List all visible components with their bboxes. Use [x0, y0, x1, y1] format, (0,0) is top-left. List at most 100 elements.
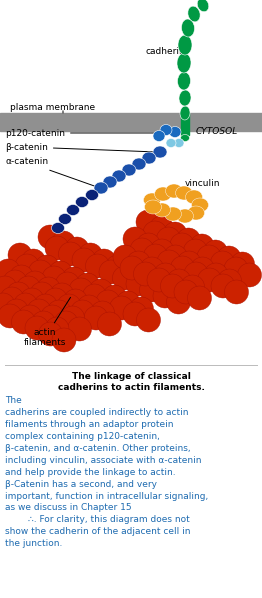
Circle shape	[110, 296, 134, 320]
Circle shape	[129, 297, 154, 321]
Circle shape	[20, 288, 44, 312]
Circle shape	[198, 268, 221, 292]
Circle shape	[83, 284, 106, 308]
Ellipse shape	[144, 193, 161, 207]
Circle shape	[61, 306, 85, 330]
Ellipse shape	[177, 53, 191, 73]
Circle shape	[133, 267, 156, 291]
Circle shape	[35, 255, 59, 279]
Circle shape	[161, 274, 184, 298]
Ellipse shape	[182, 19, 194, 37]
Text: α-catenin: α-catenin	[5, 157, 97, 187]
Ellipse shape	[174, 139, 184, 148]
Text: The linkage of classical
cadherins to actin filaments.: The linkage of classical cadherins to ac…	[58, 372, 204, 392]
Ellipse shape	[145, 200, 161, 214]
Circle shape	[50, 283, 74, 307]
Ellipse shape	[155, 187, 172, 201]
Circle shape	[163, 245, 188, 269]
Circle shape	[231, 252, 254, 276]
Ellipse shape	[85, 190, 99, 200]
Circle shape	[34, 294, 57, 318]
Circle shape	[45, 317, 69, 341]
Circle shape	[15, 254, 39, 278]
Ellipse shape	[192, 198, 209, 212]
Ellipse shape	[197, 0, 209, 12]
Circle shape	[150, 216, 173, 240]
Circle shape	[25, 316, 49, 340]
Circle shape	[0, 287, 24, 311]
Circle shape	[72, 248, 96, 272]
Circle shape	[97, 312, 122, 336]
Circle shape	[127, 251, 150, 275]
Ellipse shape	[122, 164, 136, 176]
Circle shape	[181, 275, 205, 299]
Circle shape	[8, 243, 32, 267]
Circle shape	[43, 288, 68, 312]
Circle shape	[153, 284, 177, 308]
Circle shape	[126, 272, 150, 296]
Circle shape	[143, 221, 167, 245]
Circle shape	[54, 311, 78, 335]
Ellipse shape	[166, 139, 176, 148]
Circle shape	[56, 272, 79, 296]
Circle shape	[217, 246, 241, 270]
Circle shape	[119, 261, 143, 285]
Circle shape	[7, 282, 30, 306]
Circle shape	[23, 271, 47, 295]
Circle shape	[157, 250, 181, 274]
Circle shape	[29, 260, 52, 284]
Circle shape	[38, 225, 62, 249]
Circle shape	[224, 257, 248, 281]
Circle shape	[102, 285, 127, 309]
Circle shape	[237, 263, 261, 287]
Circle shape	[17, 276, 41, 300]
Ellipse shape	[177, 72, 190, 90]
Circle shape	[210, 251, 234, 275]
Circle shape	[52, 231, 75, 255]
Circle shape	[79, 243, 102, 267]
Circle shape	[140, 257, 164, 281]
Circle shape	[190, 234, 214, 258]
Circle shape	[9, 265, 34, 289]
Circle shape	[3, 270, 27, 294]
Circle shape	[58, 242, 83, 266]
Circle shape	[144, 244, 167, 268]
Ellipse shape	[154, 203, 171, 217]
Ellipse shape	[58, 213, 72, 224]
Ellipse shape	[94, 182, 108, 194]
Ellipse shape	[75, 197, 89, 208]
Ellipse shape	[67, 205, 79, 215]
Ellipse shape	[178, 35, 192, 55]
Circle shape	[48, 261, 73, 285]
Circle shape	[92, 249, 116, 273]
Circle shape	[85, 254, 110, 278]
Circle shape	[120, 256, 144, 280]
Circle shape	[146, 273, 170, 297]
Circle shape	[45, 236, 69, 260]
Text: plasma membrane: plasma membrane	[10, 102, 95, 111]
Ellipse shape	[185, 190, 203, 204]
Circle shape	[42, 266, 66, 290]
Ellipse shape	[180, 106, 190, 120]
Text: vinculin: vinculin	[185, 178, 221, 197]
Ellipse shape	[103, 176, 117, 188]
Circle shape	[68, 317, 91, 341]
Ellipse shape	[179, 90, 191, 106]
Circle shape	[184, 262, 208, 286]
Text: p120-catenin: p120-catenin	[5, 129, 160, 138]
Circle shape	[39, 322, 63, 346]
Circle shape	[18, 305, 42, 329]
Text: CYTOSOL: CYTOSOL	[196, 127, 238, 136]
Circle shape	[123, 302, 147, 326]
Ellipse shape	[176, 186, 193, 200]
Circle shape	[4, 299, 29, 323]
Circle shape	[12, 310, 35, 334]
Circle shape	[0, 304, 22, 328]
Circle shape	[89, 279, 113, 303]
Circle shape	[204, 263, 228, 287]
Circle shape	[47, 300, 71, 324]
Circle shape	[63, 289, 88, 313]
Circle shape	[197, 245, 221, 269]
Ellipse shape	[166, 184, 183, 198]
Circle shape	[96, 290, 120, 314]
